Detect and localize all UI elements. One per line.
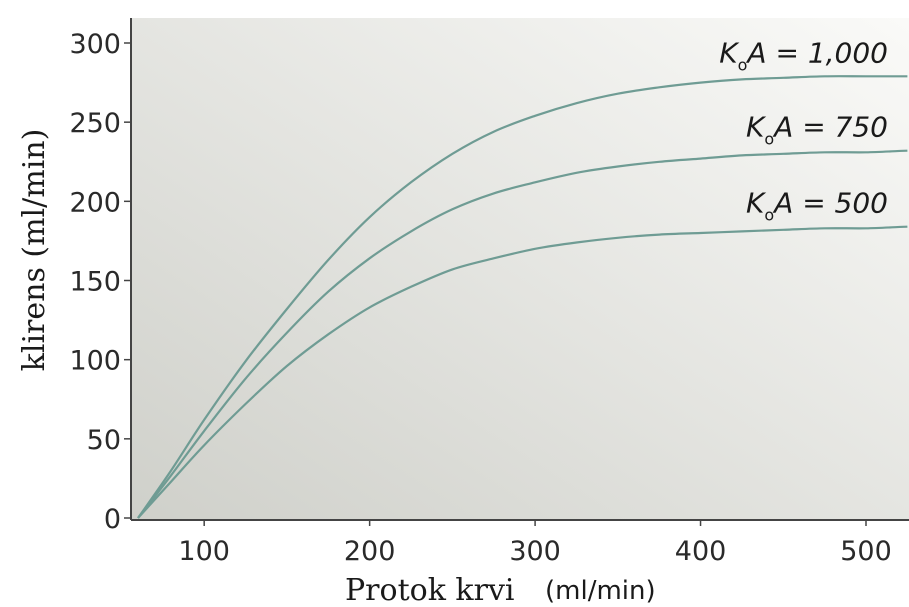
- series-label-value: A = 750: [772, 111, 888, 144]
- y-tick-label: 300: [69, 29, 121, 60]
- series-label: KoA = 500: [746, 187, 888, 225]
- y-tick-label: 250: [69, 108, 121, 139]
- x-axis-unit: (ml/min): [545, 576, 656, 606]
- series-label: KoA = 750: [746, 111, 888, 149]
- x-axis-title: Protok krvi: [345, 573, 514, 607]
- series-lines: [137, 75, 908, 519]
- series-label-subscript: o: [764, 130, 774, 149]
- series-label-value: A = 1,000: [745, 36, 888, 69]
- plot-background: [130, 18, 909, 520]
- y-axis-ticks: 0 50 100 150 200 250 300: [69, 29, 131, 535]
- x-tick-label: 300: [509, 536, 561, 567]
- series-label-k: K: [746, 111, 767, 144]
- series-line: [137, 75, 908, 519]
- y-tick-label: 200: [69, 187, 121, 218]
- y-tick-label: 0: [104, 504, 121, 535]
- x-tick-label: 500: [840, 536, 892, 567]
- series-label-k: K: [719, 36, 740, 69]
- series-line: [137, 149, 908, 519]
- series-label-subscript: o: [738, 55, 748, 74]
- series-label-k: K: [746, 187, 767, 220]
- y-tick-label: 50: [87, 425, 121, 456]
- x-tick-label: 100: [178, 536, 230, 567]
- series-label-subscript: o: [764, 206, 774, 225]
- y-axis-title: klirens (ml/min): [17, 129, 52, 372]
- x-tick-label: 400: [675, 536, 727, 567]
- series-label: KoA = 1,000: [719, 36, 888, 74]
- y-tick-label: 100: [69, 346, 121, 377]
- x-tick-label: 200: [344, 536, 396, 567]
- series-line: [137, 225, 908, 519]
- y-tick-label: 150: [69, 267, 121, 298]
- x-axis-ticks: 100 200 300 400 500: [178, 520, 892, 567]
- series-label-value: A = 500: [772, 187, 888, 220]
